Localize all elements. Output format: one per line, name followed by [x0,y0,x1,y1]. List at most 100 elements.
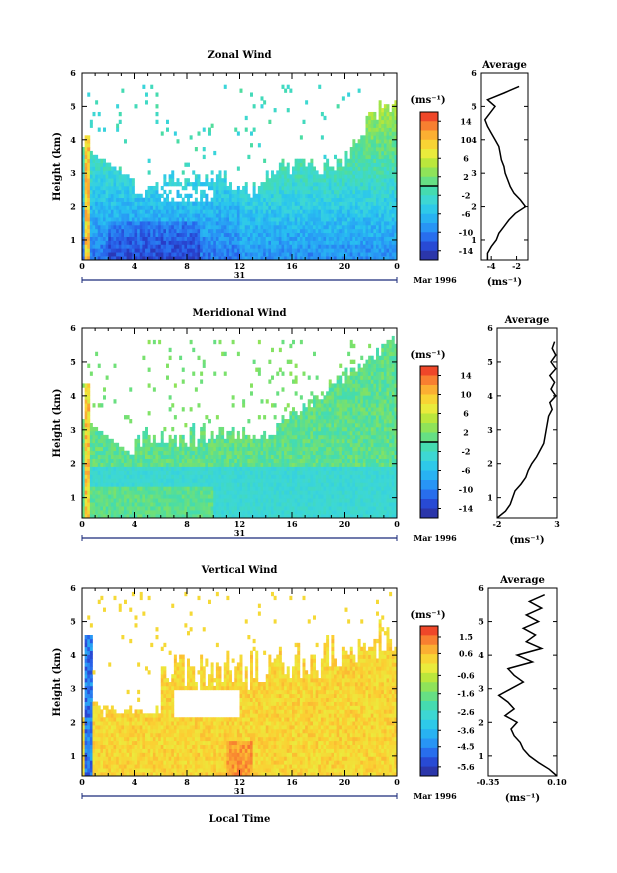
heatmap-cell [210,458,214,463]
heatmap-cell [365,185,369,191]
heatmap-cell [126,462,130,467]
heatmap-cell [158,446,162,452]
heatmap-cell [105,178,109,183]
heatmap-cell [307,224,311,230]
heatmap-cell [231,506,235,511]
heatmap-cell [289,178,293,183]
heatmap-cell [124,490,127,495]
heatmap-cell [229,201,232,206]
heatmap-cell [386,224,390,230]
heatmap-cell [92,474,96,479]
heatmap-cell [179,506,183,511]
heatmap-cell [208,209,211,214]
heatmap-cell [103,387,106,392]
heatmap-cell [145,189,148,195]
heatmap-cell [176,224,180,230]
heatmap-cell [362,162,366,167]
heatmap-cell [181,252,185,257]
heatmap-cell [244,201,248,206]
heatmap-cell [200,379,204,384]
heatmap-cell [231,510,235,515]
heatmap-cell [268,240,272,245]
heatmap-cell [289,232,293,237]
heatmap-cell [173,498,177,503]
heatmap-cell [218,228,222,234]
heatmap-cell [166,510,169,515]
heatmap-cell [131,454,135,459]
heatmap-cell [381,150,385,156]
heatmap-cell [215,221,219,226]
heatmap-cell [187,162,190,167]
heatmap-cell [284,217,288,222]
heatmap-cell [326,201,330,206]
heatmap-cell [305,197,309,202]
heatmap-cell [192,236,196,241]
heatmap-cell [278,502,282,507]
heatmap-cell [213,189,217,195]
heatmap-cell [121,224,125,230]
heatmap-cell [268,490,272,495]
heatmap-cell [179,193,183,199]
heatmap-cell [247,201,251,206]
heatmap-cell [213,232,217,237]
heatmap-cell [297,252,301,257]
heatmap-cell [383,197,387,202]
heatmap-cell [139,252,143,257]
heatmap-cell [223,236,227,241]
heatmap-cell [202,498,206,503]
heatmap-cell [95,470,99,475]
heatmap-cell [87,446,91,452]
heatmap-cell [129,209,133,214]
heatmap-cell [307,170,311,175]
x-tick-label: 0 [394,261,400,271]
heatmap-cell [97,185,101,191]
heatmap-cell [326,205,330,210]
heatmap-cell [184,205,188,210]
heatmap-cell [257,240,261,245]
heatmap-cell [273,221,277,226]
heatmap-cell [341,96,345,101]
heatmap-cell [100,174,104,179]
heatmap-cell [126,450,130,456]
heatmap-cell [286,454,290,459]
heatmap-cell [210,506,214,511]
heatmap-cell [276,458,280,463]
heatmap-cell [163,178,167,183]
heatmap-cell [263,236,267,241]
heatmap-cell [189,224,193,230]
heatmap-cell [163,446,167,452]
heatmap-cell [386,135,390,140]
heatmap-cell [166,197,169,202]
heatmap-cell [376,131,379,136]
heatmap-cell [139,502,143,507]
heatmap-cell [323,240,327,245]
heatmap-cell [242,221,246,226]
heatmap-cell [234,228,238,234]
heatmap-cell [250,224,253,230]
heatmap-cell [284,514,288,519]
heatmap-cell [145,201,148,206]
heatmap-cell [202,193,206,199]
heatmap-cell [368,205,372,210]
heatmap-cell [173,221,177,226]
heatmap-cell [181,217,185,222]
heatmap-cell [87,252,91,257]
heatmap-cell [187,178,190,183]
heatmap-cell [257,224,261,230]
heatmap-cell [82,498,85,503]
heatmap-cell [289,482,293,487]
heatmap-cell [92,256,96,261]
heatmap-cell [205,197,209,202]
heatmap-cell [84,411,88,416]
heatmap-cell [192,466,196,471]
heatmap-cell [142,498,146,503]
heatmap-cell [205,232,209,237]
heatmap-cell [194,248,198,253]
heatmap-cell [244,454,248,459]
heatmap-cell [231,197,235,202]
heatmap-cell [89,371,93,376]
heatmap-cell [218,434,222,440]
heatmap-cell [124,474,127,479]
heatmap-cell [263,201,267,206]
